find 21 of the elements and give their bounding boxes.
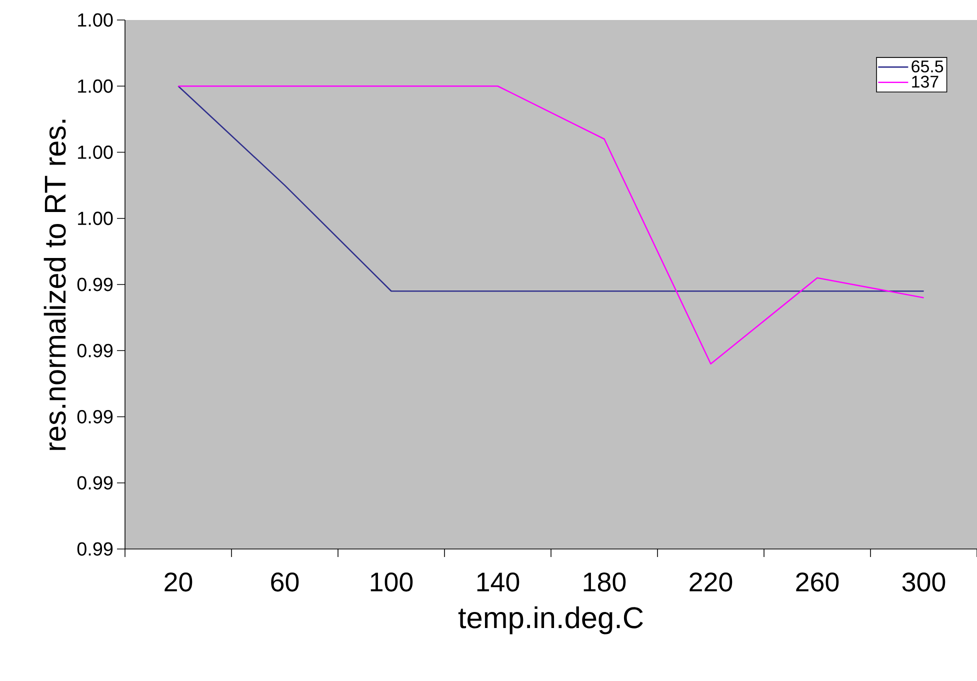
x-tick-label: 180 [584, 572, 626, 592]
y-tick-label: 0.99 [77, 344, 113, 358]
x-tick-label: 20 [164, 572, 192, 592]
y-tick-label: 1.00 [78, 13, 113, 27]
y-tick-label: 1.00 [78, 79, 113, 93]
y-tick-label: 0.99 [77, 410, 113, 424]
x-tick-label: 260 [796, 572, 839, 592]
y-tick-label: 0.99 [77, 476, 113, 490]
x-tick-label: 60 [271, 572, 299, 592]
legend-label: 65.5 [912, 60, 944, 72]
y-tick-label: 1.00 [78, 146, 113, 159]
x-tick-label: 220 [690, 572, 732, 592]
legend-label: 137 [912, 76, 938, 88]
y-tick-label: 0.99 [77, 278, 113, 292]
x-tick-label: 100 [370, 572, 413, 592]
x-tick-label: 140 [477, 572, 520, 592]
x-tick-label: 300 [902, 572, 946, 592]
y-axis-title: res.normalized to RT res. [44, 120, 66, 450]
x-axis-title: temp.in.deg.C [458, 606, 643, 634]
y-tick-label: 0.99 [77, 542, 113, 556]
y-tick-label: 1.00 [78, 212, 113, 226]
